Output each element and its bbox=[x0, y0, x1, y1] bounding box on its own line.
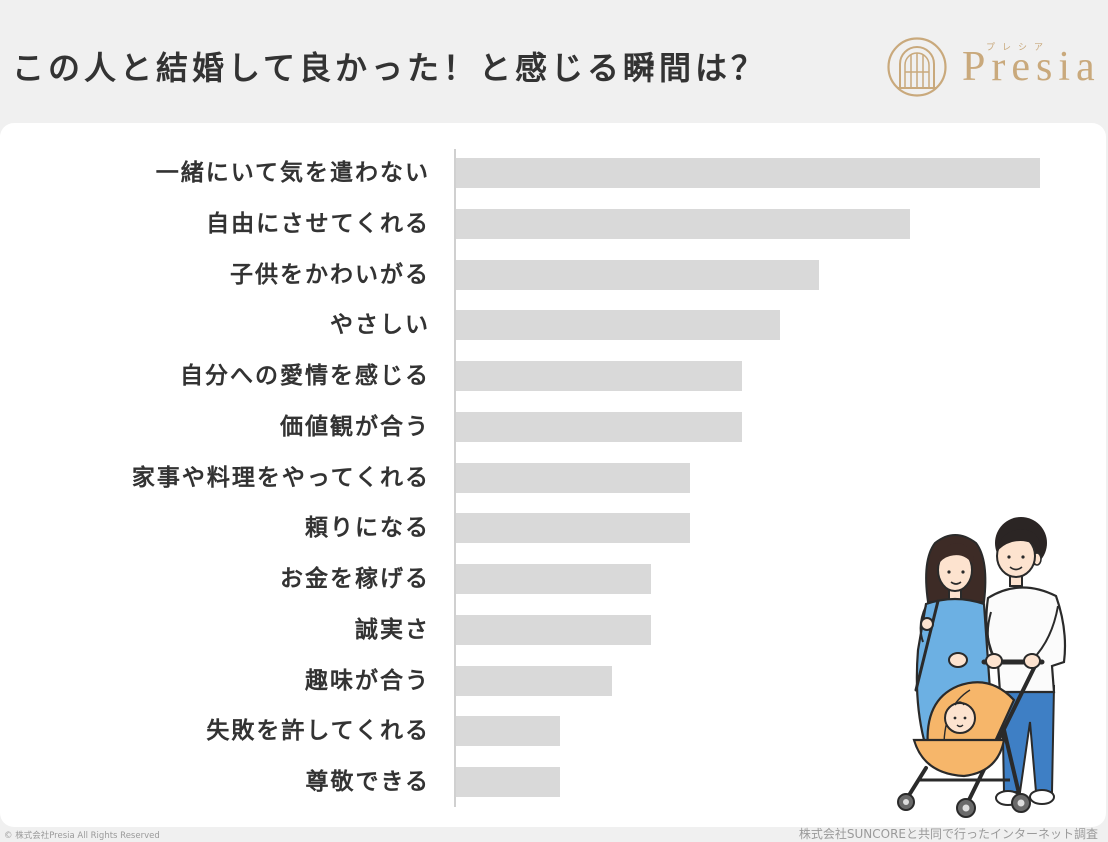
man-figure bbox=[985, 517, 1067, 806]
bar-label: 頼りになる bbox=[305, 515, 430, 542]
logo-wordmark: Presia bbox=[962, 44, 1101, 90]
bar-label: 一緒にいて気を遣わない bbox=[155, 160, 430, 186]
bar-label: 趣味が合う bbox=[305, 667, 430, 694]
category-axis-line bbox=[454, 149, 456, 807]
bar bbox=[456, 462, 690, 493]
bar-label: 自分への愛情を感じる bbox=[180, 363, 430, 389]
bar bbox=[456, 564, 651, 594]
man-hands bbox=[985, 653, 1041, 669]
baby bbox=[944, 701, 976, 734]
bar-label: 価値観が合う bbox=[280, 413, 430, 440]
bar bbox=[456, 361, 742, 391]
bar-label: やさしい bbox=[330, 312, 430, 339]
copyright-text: © 株式会社Presia All Rights Reserved bbox=[4, 831, 160, 841]
bar bbox=[456, 614, 651, 645]
family-with-stroller-illustration bbox=[897, 517, 1067, 818]
bar bbox=[456, 513, 690, 544]
survey-source-text: 株式会社SUNCOREと共同で行ったインターネット調査 bbox=[798, 827, 1098, 841]
bar bbox=[456, 158, 1040, 188]
bar-label: 子供をかわいがる bbox=[230, 261, 430, 288]
bar bbox=[456, 411, 742, 442]
bar bbox=[456, 716, 560, 747]
bar-label: 家事や料理をやってくれる bbox=[131, 464, 430, 491]
bar bbox=[456, 208, 911, 239]
bar-label: 失敗を許してくれる bbox=[206, 718, 430, 745]
bar-label: 尊敬できる bbox=[305, 769, 430, 795]
bar-label: お金を稼げる bbox=[280, 566, 430, 592]
bar-label: 自由にさせてくれる bbox=[206, 210, 430, 237]
arched-window-emblem-icon bbox=[887, 37, 947, 97]
bar-label: 誠実さ bbox=[355, 616, 430, 643]
logo-ruby-text: プレシア bbox=[986, 43, 1051, 53]
bar bbox=[456, 767, 560, 797]
bar bbox=[456, 665, 612, 696]
chart-title: この人と結婚して良かった！と感じる瞬間は？ bbox=[12, 49, 768, 87]
bar bbox=[456, 310, 781, 341]
bar bbox=[456, 259, 820, 290]
